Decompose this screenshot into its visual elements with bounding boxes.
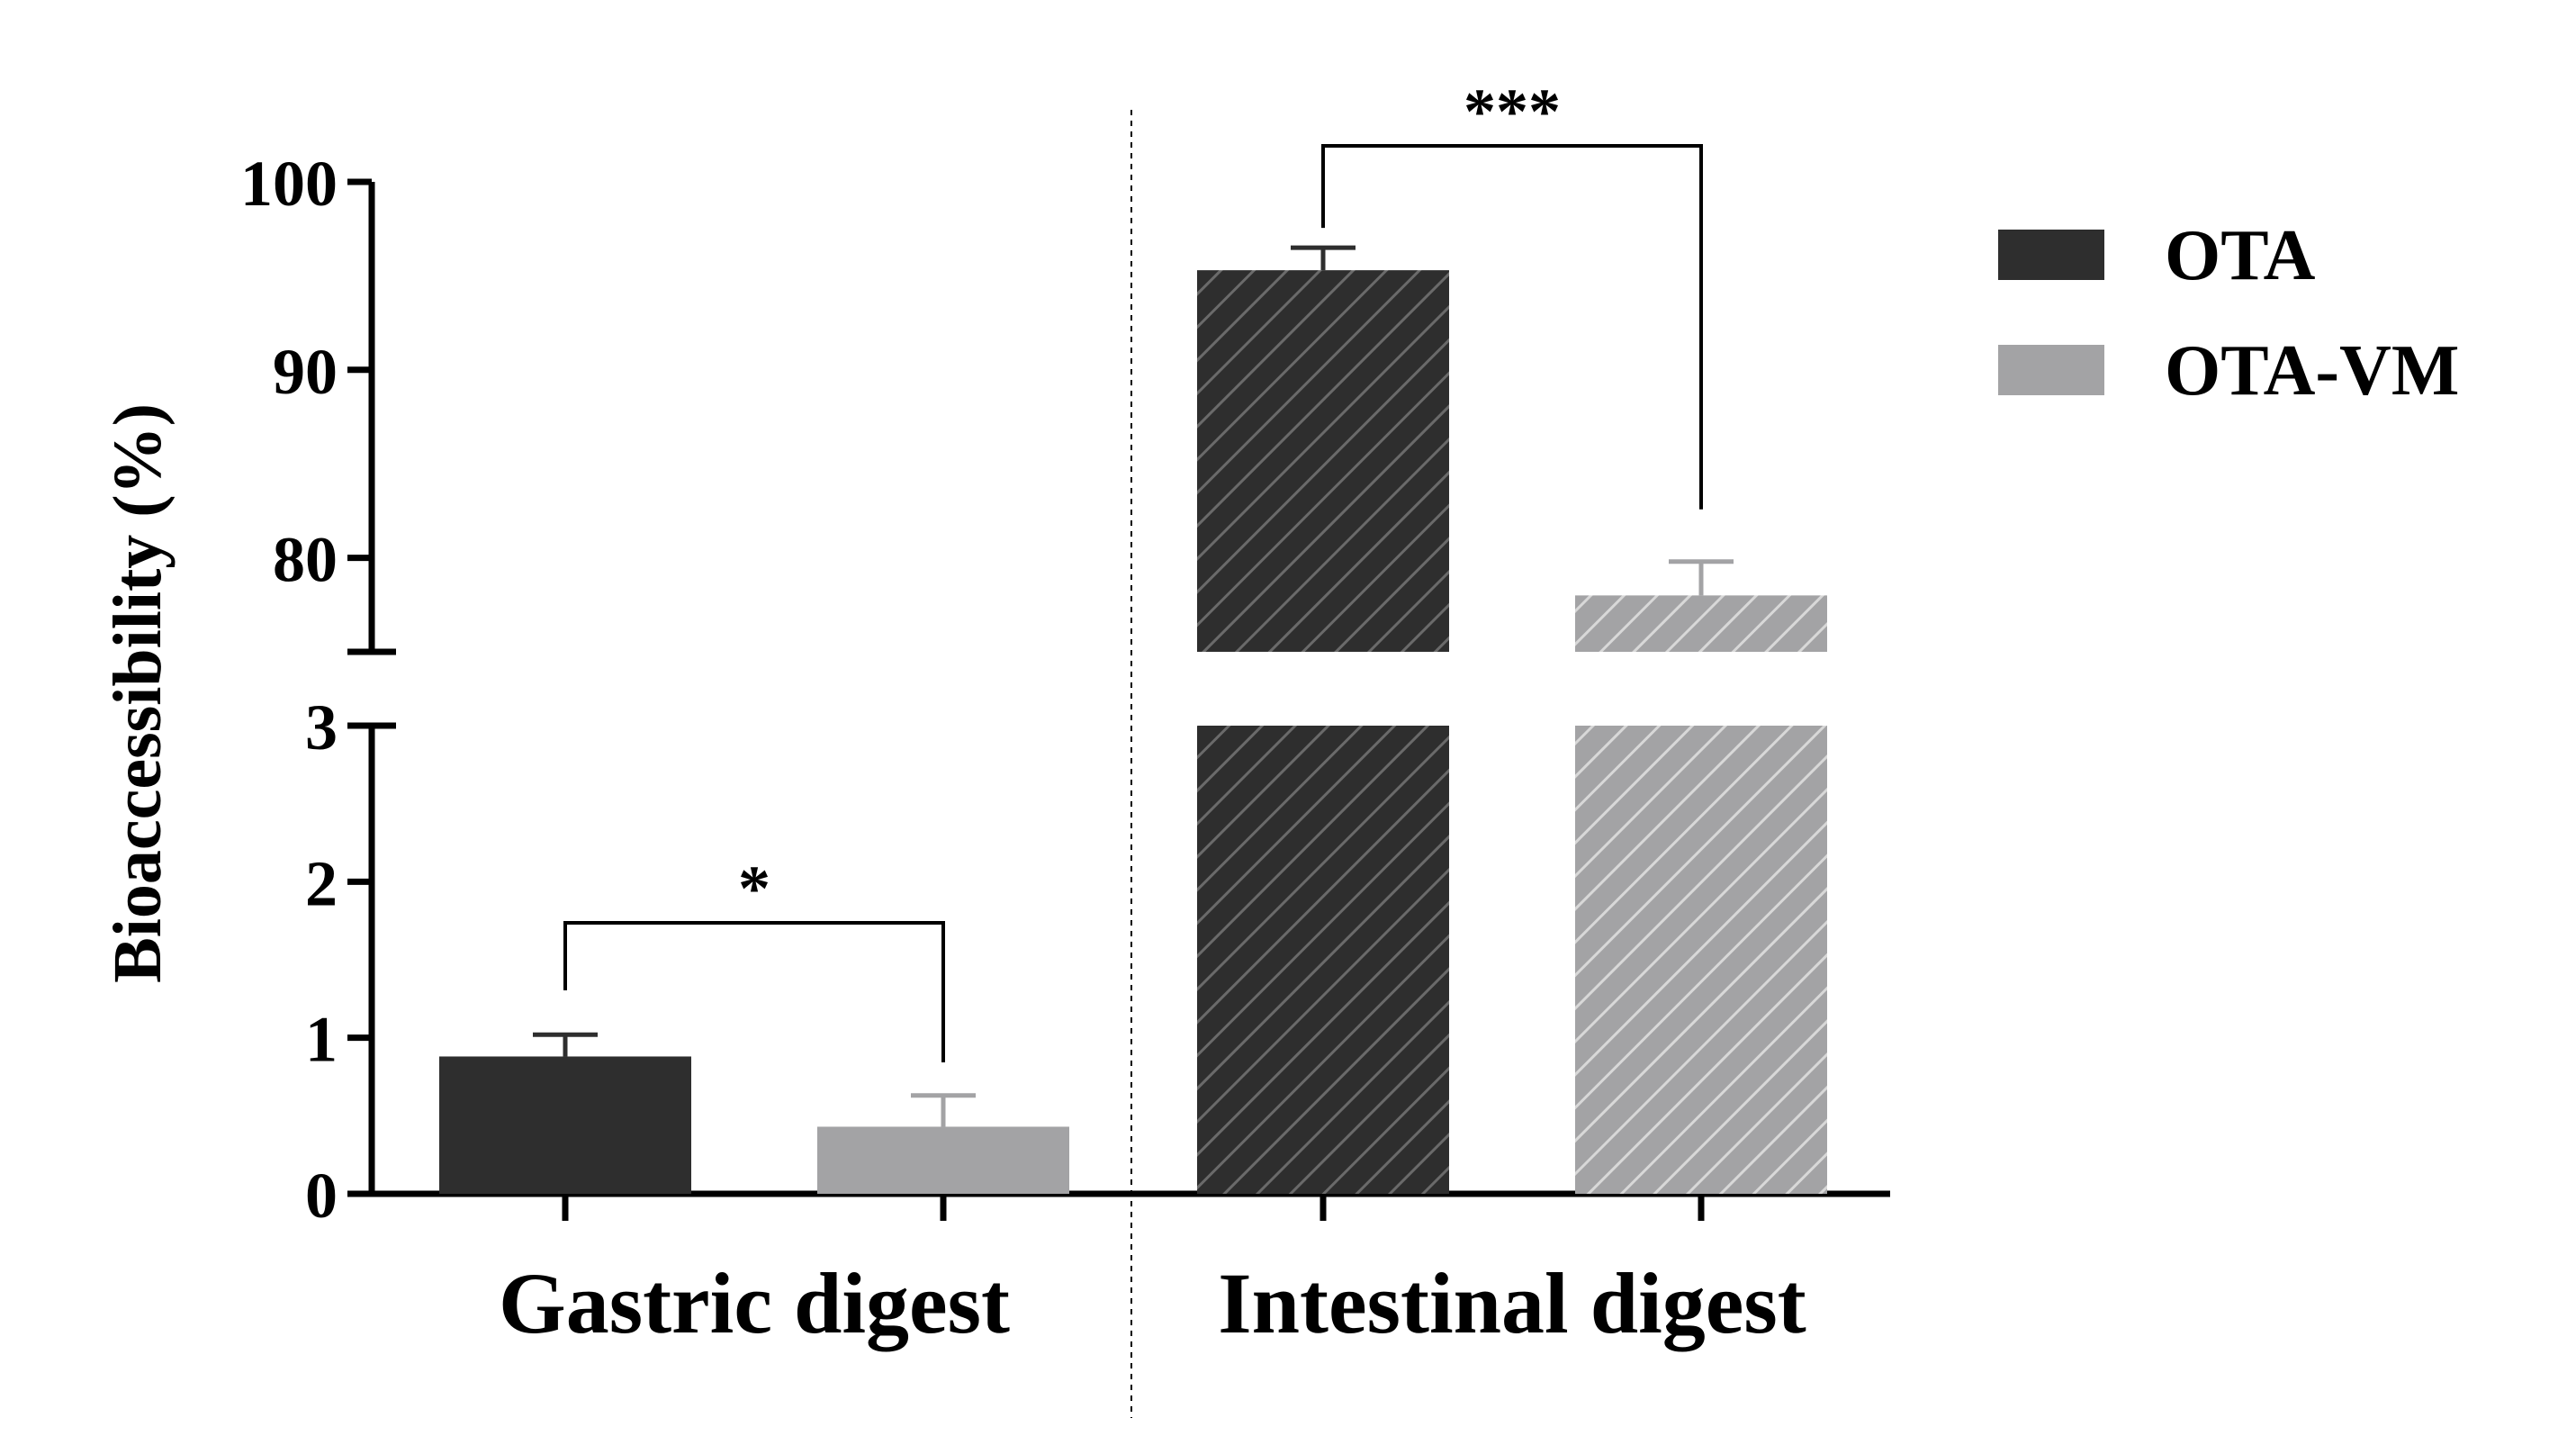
significance-label-gastric-digest: * bbox=[738, 853, 770, 925]
x-category-labels: Gastric digest Intestinal digest bbox=[499, 1255, 1806, 1351]
legend-label-ota: OTA bbox=[2165, 216, 2316, 295]
y-tick-label-100: 100 bbox=[240, 148, 338, 220]
legend: OTA OTA-VM bbox=[1998, 216, 2459, 411]
y-tick-label-3: 3 bbox=[305, 691, 338, 763]
significance-bracket-intestinal-digest bbox=[1321, 144, 1703, 510]
y-tick-label-1: 1 bbox=[305, 1004, 338, 1076]
legend-swatch-ota bbox=[1998, 230, 2104, 280]
bar-intestinal-digest-ota-upper bbox=[1197, 270, 1449, 652]
y-axis-label: Bioaccessibility (%) bbox=[100, 403, 176, 983]
bar-gastric-digest-ota bbox=[439, 1056, 691, 1194]
bar-intestinal-digest-ota-vm-upper bbox=[1575, 595, 1827, 652]
bar-intestinal-digest-ota-lower bbox=[1197, 726, 1449, 1194]
x-category-label-intestinal-digest: Intestinal digest bbox=[1218, 1255, 1806, 1351]
legend-swatch-ota-vm bbox=[1998, 345, 2104, 395]
significance-label-intestinal-digest: *** bbox=[1464, 76, 1561, 148]
y-tick-label-0: 0 bbox=[305, 1160, 338, 1232]
error-bars bbox=[533, 245, 1734, 1221]
significance-bracket-gastric-digest bbox=[563, 921, 945, 1062]
legend-label-ota-vm: OTA-VM bbox=[2165, 331, 2459, 411]
y-tick-label-2: 2 bbox=[305, 847, 338, 919]
significance-brackets: **** bbox=[563, 76, 1703, 1062]
y-ticks: 0 1 2 3 80 90 100 bbox=[240, 148, 372, 1232]
bars bbox=[439, 270, 1827, 1194]
bar-gastric-digest-ota-vm bbox=[817, 1126, 1069, 1194]
x-category-label-gastric-digest: Gastric digest bbox=[499, 1255, 1010, 1351]
y-tick-label-80: 80 bbox=[273, 524, 338, 596]
y-tick-label-90: 90 bbox=[273, 336, 338, 408]
bar-intestinal-digest-ota-vm-lower bbox=[1575, 726, 1827, 1194]
